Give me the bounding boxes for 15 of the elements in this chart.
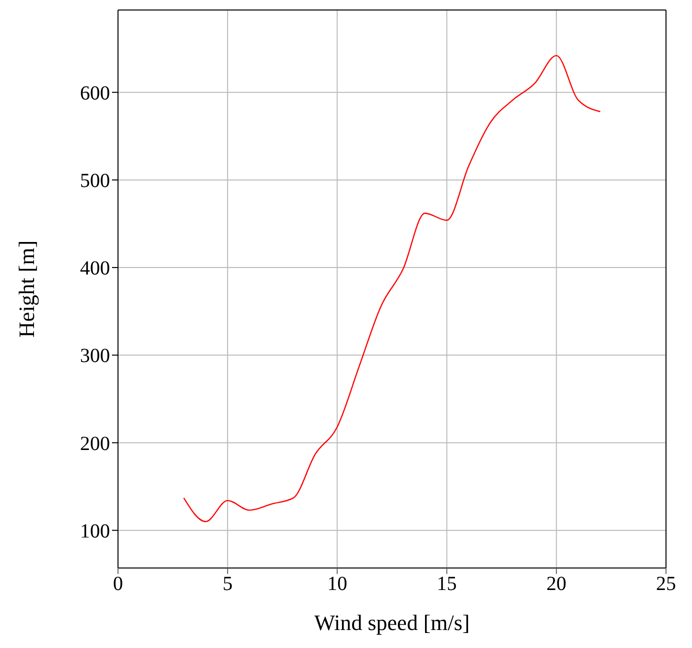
y-tick-label: 300 <box>80 345 110 368</box>
y-tick-label: 500 <box>80 170 110 192</box>
x-tick-label: 10 <box>327 573 348 596</box>
x-tick-label: 15 <box>436 573 457 596</box>
y-tick-label: 200 <box>80 432 110 455</box>
x-tick-label: 20 <box>546 573 566 596</box>
x-tick-label: 25 <box>656 573 676 596</box>
y-tick-label: 100 <box>80 520 110 542</box>
y-axis-title: Height [m] <box>14 240 39 338</box>
line-series <box>183 54 601 522</box>
y-tick-label: 400 <box>80 258 110 280</box>
x-tick-label: 0 <box>113 573 123 596</box>
x-axis-title: Wind speed [m/s] <box>314 610 470 635</box>
x-tick-label: 5 <box>222 573 233 596</box>
y-tick-label: 600 <box>80 82 110 104</box>
